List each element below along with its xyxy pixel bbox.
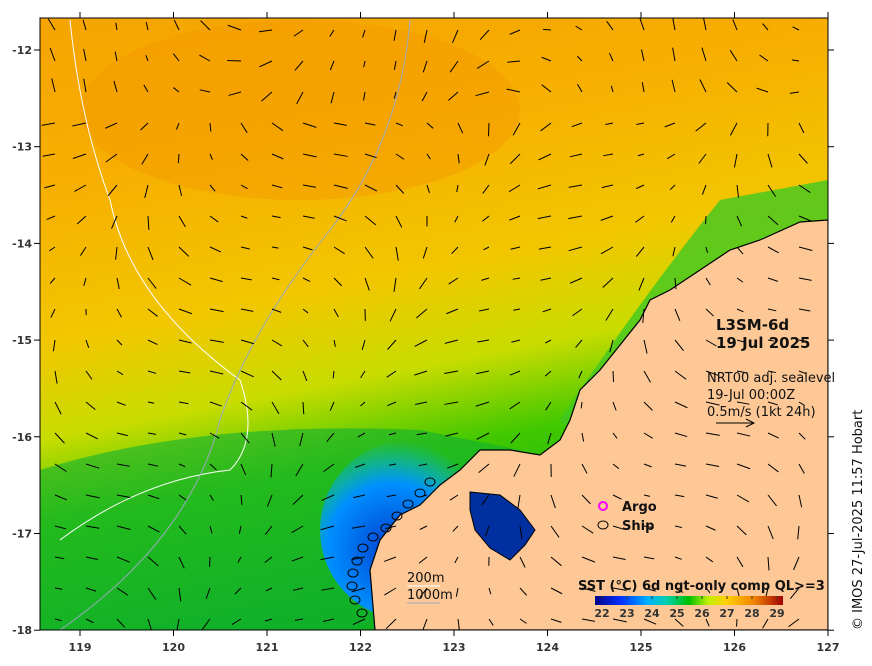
lon-tick-label: 122 — [349, 641, 372, 654]
bay — [469, 491, 536, 561]
ship-observation — [349, 595, 361, 605]
ship-observation — [351, 556, 363, 566]
map-area — [40, 18, 828, 630]
lat-tick-label: -17 — [12, 528, 32, 541]
lat-tick-label: -12 — [12, 44, 32, 57]
lat-tick-label: -18 — [12, 624, 32, 637]
currents-source: NRT00 adj. sealevel — [707, 371, 835, 386]
ship-observation — [414, 488, 426, 498]
ship-observation — [347, 568, 359, 578]
argo-marker-icon — [598, 501, 608, 511]
colorbar-tick-label: 26 — [694, 607, 710, 620]
currents-time: 19-Jul 00:00Z — [707, 388, 795, 403]
current-vectors — [41, 18, 813, 630]
colorbar — [595, 596, 783, 605]
lon-tick-label: 123 — [443, 641, 466, 654]
colorbar-tick-label: 24 — [644, 607, 660, 620]
lat-tick-label: -14 — [12, 237, 32, 250]
ship-track — [346, 477, 436, 618]
contour-200m-label: 200m — [407, 571, 444, 586]
ship-observation — [380, 523, 392, 533]
ship-observation — [357, 543, 369, 553]
scale-arrow-icon — [716, 418, 756, 428]
legend-argo: Argo — [622, 500, 657, 515]
ship-observation — [346, 581, 358, 591]
colorbar-tick-label: 29 — [769, 607, 784, 620]
lon-tick-label: 125 — [630, 641, 653, 654]
colorbar-tick-label: 28 — [744, 607, 759, 620]
product-date: 19 Jul 2025 — [716, 334, 810, 352]
lon-tick-label: 126 — [723, 641, 746, 654]
colorbar-title: SST (°C) 6d ngt-only comp QL>=3 — [578, 579, 825, 594]
currents-scale: 0.5m/s (1kt 24h) — [707, 405, 816, 420]
product-title: L3SM-6d — [716, 316, 789, 334]
colorbar-tick-label: 22 — [594, 607, 609, 620]
ship-observation — [356, 608, 368, 618]
colorbar-tick-label: 23 — [619, 607, 634, 620]
colorbar-tick-label: 27 — [719, 607, 734, 620]
contour-1000m-label: 1000m — [407, 588, 453, 603]
lon-tick-label: 121 — [256, 641, 279, 654]
lat-tick-label: -16 — [12, 431, 32, 444]
ship-marker-icon — [597, 520, 609, 530]
lon-tick-label: 119 — [69, 641, 92, 654]
ship-observation — [402, 499, 414, 509]
ship-observation — [424, 477, 436, 487]
lat-tick-label: -15 — [12, 334, 32, 347]
colorbar-tick-label: 25 — [669, 607, 684, 620]
legend-ship: Ship — [622, 519, 654, 534]
lon-tick-label: 120 — [162, 641, 185, 654]
ship-observation — [391, 511, 403, 521]
ship-observation — [367, 532, 379, 542]
lat-tick-label: -13 — [12, 141, 32, 154]
copyright: © IMOS 27-Jul-2025 11:57 Hobart — [851, 410, 866, 630]
lon-tick-label: 127 — [817, 641, 840, 654]
lon-tick-label: 124 — [536, 641, 559, 654]
